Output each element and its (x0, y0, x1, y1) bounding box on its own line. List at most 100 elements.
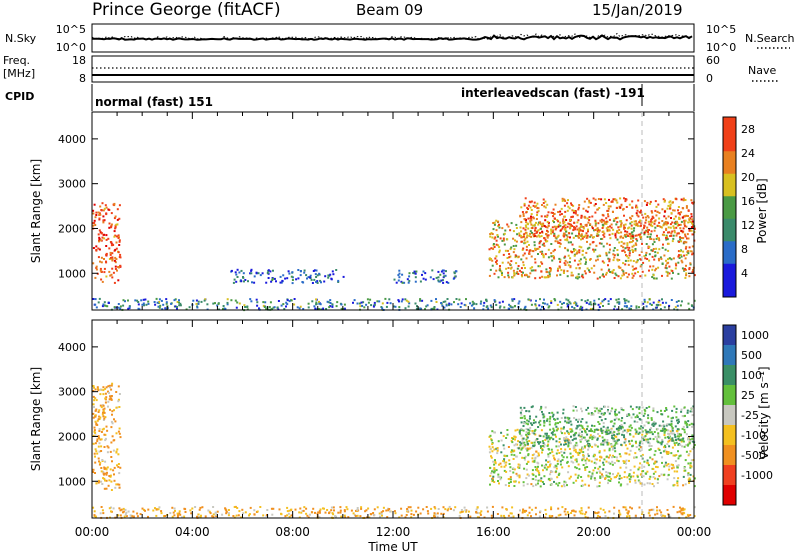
echo-cell-2 (493, 481, 496, 483)
echo-cell-3 (523, 406, 526, 409)
echo-cell-1 (242, 512, 245, 515)
echo-cell-0 (100, 239, 103, 242)
echo-cell-1 (301, 510, 304, 512)
echo-cell-3 (645, 431, 648, 434)
echo-cell-2 (629, 475, 632, 478)
echo-cell-2 (515, 455, 518, 458)
echo-cell-2 (612, 445, 615, 448)
echo-cell-3 (412, 272, 415, 274)
echo-cell-3 (555, 429, 558, 432)
echo-cell-3 (617, 438, 620, 441)
echo-cell-2 (602, 461, 605, 464)
echo-cell-3 (540, 407, 543, 410)
echo-cell-1 (169, 512, 172, 515)
echo-cell-4 (559, 242, 562, 245)
echo-cell-1 (503, 306, 506, 309)
echo-cell-1 (460, 302, 463, 305)
echo-cell-2 (628, 453, 631, 456)
echo-cell-0 (112, 244, 115, 246)
echo-cell-2 (680, 440, 683, 443)
echo-cell-1 (680, 509, 683, 512)
echo-cell-3 (419, 280, 422, 283)
echo-cell-1 (628, 515, 631, 517)
colorbar-swatch (723, 117, 736, 129)
echo-cell-2 (646, 470, 649, 473)
echo-cell-2 (500, 476, 503, 479)
echo-cell-2 (681, 445, 684, 448)
echo-cell-3 (605, 433, 608, 436)
echo-cell-5 (670, 232, 673, 235)
echo-cell-2 (593, 477, 596, 480)
echo-cell-4 (685, 245, 688, 248)
echo-cell-4 (616, 259, 619, 262)
echo-cell-1 (294, 508, 297, 511)
echo-cell-2 (563, 485, 566, 488)
colorbar-swatch (723, 285, 736, 298)
echo-cell-4 (688, 275, 691, 278)
echo-cell-3 (401, 273, 404, 276)
echo-cell-0 (105, 238, 108, 241)
echo-cell-1 (288, 509, 291, 512)
echo-cell-2 (676, 482, 679, 484)
echo-cell-3 (692, 405, 695, 408)
echo-cell-4 (676, 232, 679, 235)
echo-cell-3 (444, 274, 447, 277)
echo-cell-2 (676, 464, 679, 467)
echo-cell-4 (524, 274, 526, 277)
echo-cell-2 (570, 428, 573, 431)
echo-cell-3 (520, 409, 523, 412)
echo-cell-5 (659, 225, 662, 228)
echo-cell-2 (230, 269, 233, 272)
echo-cell-5 (607, 215, 610, 218)
echo-cell-3 (633, 420, 636, 423)
echo-cell-2 (578, 452, 581, 455)
echo-cell-1 (679, 506, 681, 509)
echo-cell-3 (615, 441, 618, 444)
echo-cell-4 (578, 259, 581, 262)
echo-cell-2 (665, 464, 668, 467)
echo-cell-1 (174, 305, 177, 308)
echo-cell-3 (552, 429, 555, 432)
echo-cell-4 (680, 237, 683, 239)
echo-cell-5 (521, 211, 524, 213)
echo-cell-1 (248, 514, 250, 517)
echo-cell-5 (679, 213, 681, 216)
echo-cell-0 (103, 477, 106, 480)
echo-cell-3 (686, 411, 689, 414)
echo-cell-1 (336, 301, 339, 304)
echo-cell-4 (652, 274, 655, 277)
echo-cell-5 (654, 209, 657, 212)
echo-cell-4 (502, 239, 505, 242)
echo-cell-2 (312, 270, 315, 272)
echo-cell-3 (631, 408, 634, 411)
echo-cell-2 (547, 478, 550, 481)
echo-cell-2 (618, 453, 621, 456)
y-tick-label: 2000 (58, 430, 86, 443)
echo-cell-0 (103, 267, 106, 270)
echo-cell-1 (365, 509, 368, 512)
echo-cell-0 (94, 461, 97, 464)
echo-cell-4 (488, 257, 491, 260)
echo-cell-2 (580, 450, 583, 453)
echo-cell-2 (526, 444, 529, 446)
echo-cell-3 (529, 422, 532, 425)
echo-cell-3 (621, 417, 624, 419)
echo-cell-2 (655, 460, 658, 463)
echo-cell-0 (118, 486, 121, 489)
echo-cell-2 (491, 443, 494, 446)
echo-cell-1 (509, 305, 512, 308)
echo-cell-2 (548, 448, 550, 451)
echo-cell-3 (568, 417, 571, 420)
echo-cell-4 (602, 224, 605, 226)
echo-cell-3 (440, 279, 443, 282)
echo-cell-4 (528, 253, 531, 255)
echo-cell-5 (649, 220, 652, 223)
echo-cell-4 (539, 250, 542, 253)
echo-cell-4 (517, 265, 520, 267)
echo-cell-1 (550, 301, 553, 304)
echo-cell-1 (574, 510, 577, 513)
echo-cell-4 (651, 255, 654, 258)
echo-cell-4 (641, 270, 644, 273)
echo-cell-5 (680, 211, 683, 214)
echo-cell-4 (534, 258, 537, 261)
